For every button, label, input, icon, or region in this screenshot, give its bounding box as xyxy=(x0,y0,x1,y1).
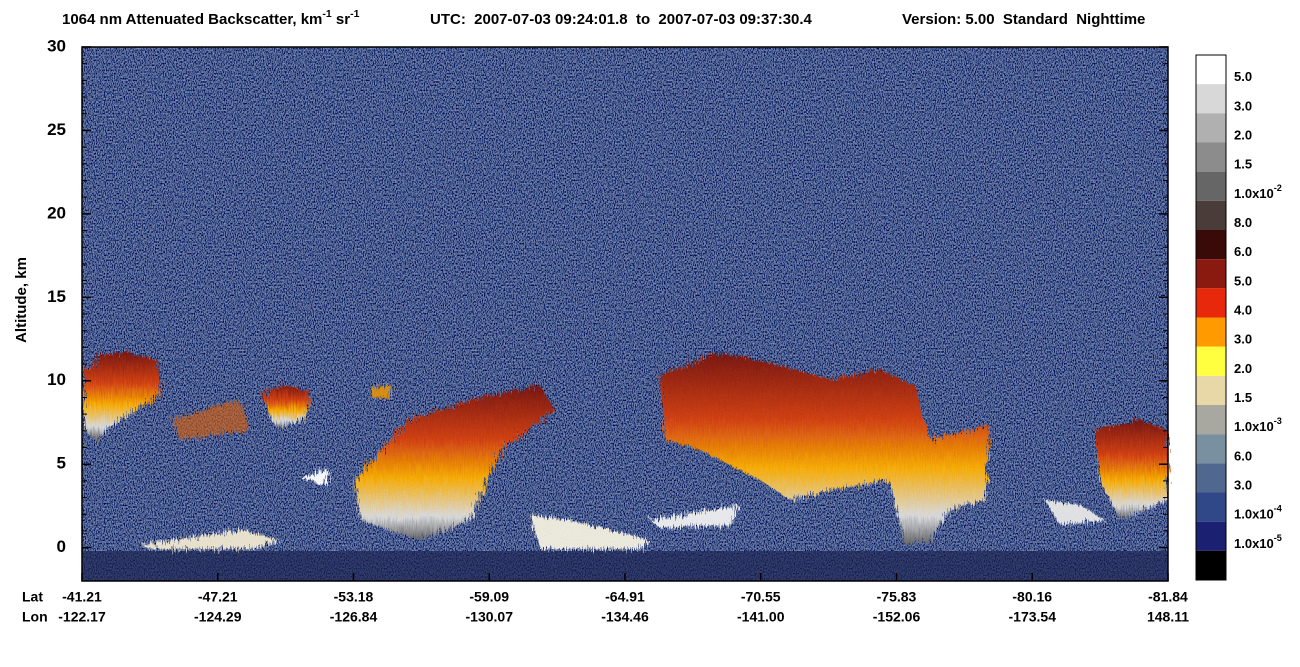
text-part: 1.0x10 xyxy=(1234,186,1274,201)
colorbar-label: 1.0x10-5 xyxy=(1234,533,1282,551)
y-tick-label: 30 xyxy=(47,36,66,55)
text-part: 1.5 xyxy=(1234,157,1252,172)
x-tick-label: -124.29 xyxy=(194,609,242,625)
colorbar-swatch xyxy=(1196,317,1226,347)
colorbar-swatch xyxy=(1196,492,1226,522)
colorbar-swatch xyxy=(1196,346,1226,376)
x-tick-label: -80.16 xyxy=(1012,589,1052,605)
y-axis-label: Altitude, km xyxy=(13,257,30,343)
colorbar-label: 6.0 xyxy=(1234,245,1252,260)
superscript: -3 xyxy=(1274,417,1282,427)
colorbar-swatch xyxy=(1196,405,1226,435)
colorbar-label: 1.0x10-2 xyxy=(1234,183,1282,201)
text-part: 1.0x10 xyxy=(1234,536,1274,551)
x-tick-label: -126.84 xyxy=(330,609,378,625)
text-part: 1064 nm Attenuated Backscatter, km xyxy=(62,11,322,28)
x-tick-label: -64.91 xyxy=(605,589,645,605)
version: Version: 5.00 Standard Nighttime xyxy=(902,11,1145,28)
colorbar-label: 3.0 xyxy=(1234,478,1252,493)
text-part: 3.0 xyxy=(1234,99,1252,114)
y-tick-label: 5 xyxy=(57,454,66,473)
colorbar-label: 1.5 xyxy=(1234,390,1252,405)
colorbar-swatch xyxy=(1196,171,1226,201)
plot-area xyxy=(81,46,1169,582)
colorbar-swatch xyxy=(1196,142,1226,172)
colorbar-label: 2.0 xyxy=(1234,361,1252,376)
x-tick-label: -59.09 xyxy=(469,589,509,605)
x-tick-label: -173.54 xyxy=(1009,609,1057,625)
colorbar-label: 6.0 xyxy=(1234,449,1252,464)
colorbar-label: 5.0 xyxy=(1234,70,1252,85)
y-tick-label: 0 xyxy=(57,537,66,556)
colorbar-swatch xyxy=(1196,550,1226,580)
text-part: 4.0 xyxy=(1234,303,1252,318)
colorbar-swatch xyxy=(1196,434,1226,464)
colorbar-swatch xyxy=(1196,288,1226,318)
text-part: 5.0 xyxy=(1234,274,1252,289)
colorbar-swatch xyxy=(1196,84,1226,114)
x-row-label: Lat xyxy=(22,589,43,605)
x-tick-label: 148.11 xyxy=(1147,609,1189,625)
text-part: 2.0 xyxy=(1234,128,1252,143)
colorbar-label: 5.0 xyxy=(1234,274,1252,289)
x-tick-label: -141.00 xyxy=(737,609,785,625)
text-part: 8.0 xyxy=(1234,215,1252,230)
colorbar-swatch xyxy=(1196,200,1226,230)
superscript: -4 xyxy=(1274,504,1283,514)
x-tick-label: -122.17 xyxy=(58,609,106,625)
colorbar-label: 1.0x10-3 xyxy=(1234,417,1282,435)
colorbar-frame xyxy=(1195,54,1227,581)
x-tick-label: -70.55 xyxy=(741,589,781,605)
text-part: 6.0 xyxy=(1234,449,1252,464)
colorbar-swatch xyxy=(1196,55,1226,85)
colorbar-label: 3.0 xyxy=(1234,99,1252,114)
text-part: 6.0 xyxy=(1234,245,1252,260)
x-tick-label: -41.21 xyxy=(62,589,102,605)
text-part: 3.0 xyxy=(1234,478,1252,493)
text-part: 5.0 xyxy=(1234,70,1252,85)
colorbar-label: 1.0x10-4 xyxy=(1234,504,1283,522)
text-part: 1.0x10 xyxy=(1234,420,1274,435)
colorbar-label: 4.0 xyxy=(1234,303,1252,318)
superscript: -2 xyxy=(1274,183,1282,193)
colorbar-label: 1.5 xyxy=(1234,157,1252,172)
y-tick-label: 25 xyxy=(47,120,66,139)
x-tick-label: -53.18 xyxy=(334,589,374,605)
x-tick-label: -152.06 xyxy=(873,609,921,625)
y-tick-label: 10 xyxy=(47,370,66,389)
colorbar-label: 2.0 xyxy=(1234,128,1252,143)
colorbar-label: 8.0 xyxy=(1234,215,1252,230)
y-tick-label: 15 xyxy=(47,287,66,306)
colorbar-swatch xyxy=(1196,230,1226,260)
colorbar-swatch xyxy=(1196,463,1226,493)
superscript: -5 xyxy=(1274,533,1282,543)
x-row-label: Lon xyxy=(22,609,48,625)
superscript: -1 xyxy=(350,8,359,20)
x-tick-label: -75.83 xyxy=(877,589,917,605)
colorbar-swatch xyxy=(1196,521,1226,551)
colorbar-swatch xyxy=(1196,259,1226,289)
text-part: sr xyxy=(332,11,351,28)
time-range: UTC: 2007-07-03 09:24:01.8 to 2007-07-03… xyxy=(430,11,813,28)
colorbar-label: 3.0 xyxy=(1234,332,1252,347)
text-part: 1.5 xyxy=(1234,390,1252,405)
colorbar-swatch xyxy=(1196,375,1226,405)
x-tick-label: -47.21 xyxy=(198,589,238,605)
text-part: 3.0 xyxy=(1234,332,1252,347)
colorbar-swatch xyxy=(1196,113,1226,143)
text-part: 2.0 xyxy=(1234,361,1252,376)
superscript: -1 xyxy=(322,8,331,20)
x-tick-label: -81.84 xyxy=(1148,589,1188,605)
y-tick-label: 20 xyxy=(47,203,66,222)
chart-title: 1064 nm Attenuated Backscatter, km-1 sr-… xyxy=(62,8,360,28)
x-tick-label: -134.46 xyxy=(601,609,649,625)
text-part: 1.0x10 xyxy=(1234,507,1274,522)
x-tick-label: -130.07 xyxy=(466,609,514,625)
